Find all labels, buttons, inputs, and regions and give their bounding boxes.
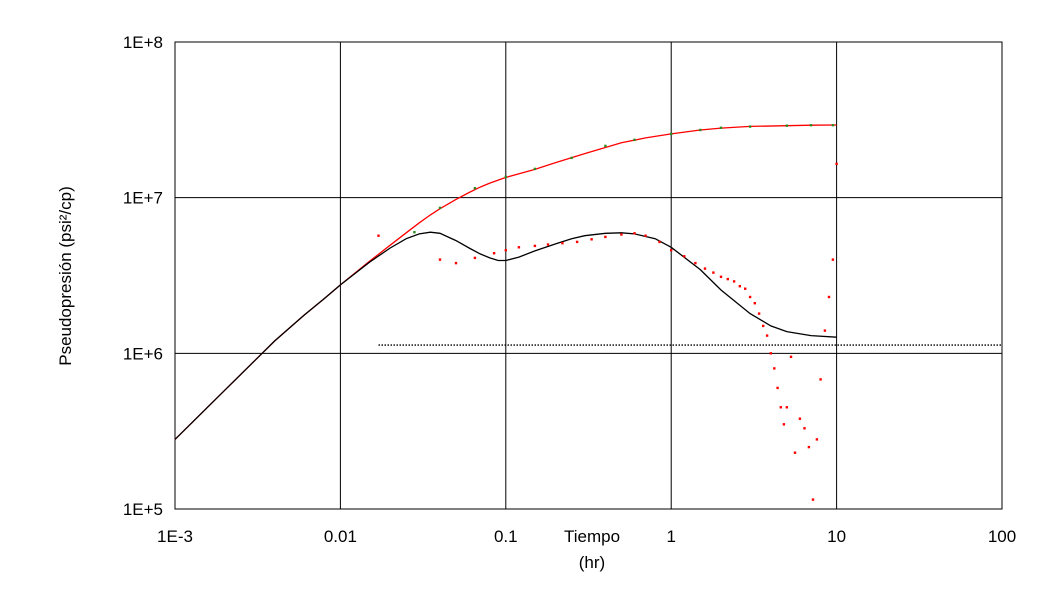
data-point: [620, 233, 623, 236]
data-point: [757, 312, 761, 315]
data-point: [438, 258, 442, 261]
data-point: [819, 378, 822, 381]
data-point: [533, 167, 537, 171]
data-point: [658, 240, 661, 244]
data-point: [719, 126, 723, 129]
data-point: [748, 125, 752, 128]
data-point: [561, 242, 564, 245]
data-point: [726, 277, 729, 281]
data-point: [744, 287, 747, 290]
x-tick-label: 1: [666, 527, 675, 546]
data-point: [827, 295, 831, 299]
data-point: [633, 138, 636, 142]
data-point: [769, 352, 772, 355]
y-axis-title: Pseudopresión (psi²/cp): [56, 186, 75, 366]
data-point: [590, 238, 593, 241]
data-point: [773, 367, 776, 370]
x-tick-label: 10: [827, 527, 846, 546]
data-point: [575, 240, 579, 244]
data-point: [785, 124, 788, 127]
plot-area: [174, 41, 1003, 510]
y-tick-label: 1E+5: [123, 500, 163, 519]
data-point: [604, 144, 607, 148]
data-point: [793, 451, 797, 454]
data-point: [835, 162, 838, 165]
data-point: [377, 234, 380, 237]
data-point: [765, 334, 769, 337]
data-point: [413, 231, 416, 234]
y-tick-labels: 1E+5 1E+6 1E+7 1E+8: [123, 33, 163, 519]
data-point: [782, 423, 786, 426]
data-point: [807, 445, 811, 449]
data-point: [798, 417, 802, 420]
data-point: [831, 258, 835, 261]
data-point: [779, 406, 782, 409]
data-point: [738, 285, 741, 288]
data-point: [762, 324, 765, 328]
data-point: [732, 280, 736, 283]
data-point: [683, 255, 686, 258]
data-point: [670, 132, 673, 136]
data-point: [748, 295, 752, 299]
data-point: [809, 124, 813, 127]
x-axis-title: Tiempo: [564, 527, 620, 546]
x-axis-unit: (hr): [579, 553, 605, 572]
data-point: [719, 275, 723, 278]
series-line-1: [174, 231, 837, 440]
data-point: [492, 252, 496, 255]
data-point: [694, 261, 697, 265]
x-tick-label: 0.01: [324, 527, 357, 546]
data-point: [504, 249, 507, 252]
data-point: [753, 302, 756, 305]
data-point: [699, 128, 702, 132]
data-point: [473, 256, 477, 260]
data-point: [803, 427, 806, 430]
data-point: [533, 244, 537, 248]
series-layer: [174, 124, 1002, 501]
data-point: [811, 498, 815, 501]
data-point: [570, 156, 573, 160]
data-point: [644, 234, 647, 237]
data-point: [670, 249, 673, 252]
data-point: [454, 261, 458, 265]
data-point: [785, 406, 788, 409]
data-point: [815, 438, 819, 441]
y-tick-label: 1E+7: [123, 189, 163, 208]
data-point: [504, 175, 507, 179]
x-tick-label: 100: [988, 527, 1016, 546]
x-tick-labels: 1E-3 0.01 0.1 1 10 100: [157, 527, 1016, 546]
data-point: [823, 329, 827, 332]
data-point: [438, 206, 442, 210]
y-tick-label: 1E+8: [123, 33, 163, 52]
grid-lines: [175, 42, 1002, 509]
data-point: [604, 235, 607, 239]
data-point: [789, 355, 793, 358]
data-point: [831, 124, 835, 127]
data-point: [776, 386, 779, 390]
data-point: [712, 271, 715, 274]
x-tick-label: 0.1: [494, 527, 518, 546]
data-point: [517, 246, 521, 249]
data-point: [473, 187, 477, 190]
data-point: [546, 243, 550, 246]
y-tick-label: 1E+6: [123, 344, 163, 363]
data-point: [633, 232, 636, 235]
x-tick-label: 1E-3: [157, 527, 193, 546]
data-point: [703, 267, 707, 270]
